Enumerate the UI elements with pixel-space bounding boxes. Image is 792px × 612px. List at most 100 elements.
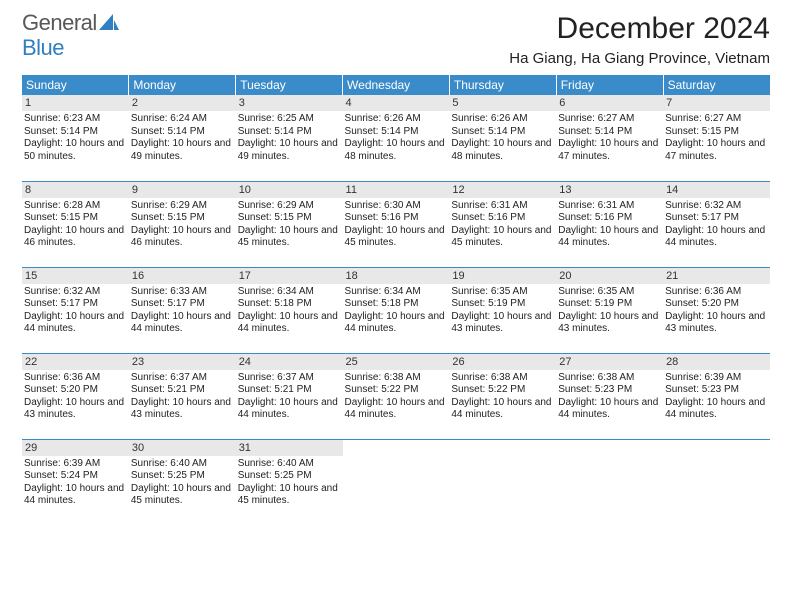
daylight-line: Daylight: 10 hours and 44 minutes.	[238, 311, 341, 336]
daylight-line: Daylight: 10 hours and 45 minutes.	[131, 483, 234, 508]
day-header: Saturday	[663, 75, 770, 95]
sunset-line: Sunset: 5:23 PM	[665, 384, 768, 397]
sunset-line: Sunset: 5:24 PM	[24, 470, 127, 483]
calendar-cell: 10Sunrise: 6:29 AMSunset: 5:15 PMDayligh…	[236, 181, 343, 267]
calendar-cell	[449, 439, 556, 525]
day-number: 29	[22, 440, 129, 456]
day-header: Tuesday	[236, 75, 343, 95]
day-details: Sunrise: 6:38 AMSunset: 5:22 PMDaylight:…	[449, 370, 556, 422]
location-text: Ha Giang, Ha Giang Province, Vietnam	[509, 50, 770, 67]
brand-logo: General Blue	[22, 12, 119, 62]
sunrise-line: Sunrise: 6:34 AM	[345, 286, 448, 299]
day-details: Sunrise: 6:40 AMSunset: 5:25 PMDaylight:…	[129, 456, 236, 508]
sunrise-line: Sunrise: 6:32 AM	[24, 286, 127, 299]
daylight-line: Daylight: 10 hours and 45 minutes.	[238, 483, 341, 508]
title-block: December 2024 Ha Giang, Ha Giang Provinc…	[509, 12, 770, 67]
daylight-line: Daylight: 10 hours and 44 minutes.	[131, 311, 234, 336]
sunrise-line: Sunrise: 6:40 AM	[238, 458, 341, 471]
day-number: 28	[663, 354, 770, 370]
sunset-line: Sunset: 5:14 PM	[558, 126, 661, 139]
sunrise-line: Sunrise: 6:38 AM	[558, 372, 661, 385]
day-header: Wednesday	[343, 75, 450, 95]
day-number: 30	[129, 440, 236, 456]
day-number: 16	[129, 268, 236, 284]
day-number: 7	[663, 95, 770, 111]
day-number: 4	[343, 95, 450, 111]
sunrise-line: Sunrise: 6:25 AM	[238, 113, 341, 126]
calendar-cell: 28Sunrise: 6:39 AMSunset: 5:23 PMDayligh…	[663, 353, 770, 439]
logo-word-1: General	[22, 10, 97, 35]
day-details: Sunrise: 6:29 AMSunset: 5:15 PMDaylight:…	[129, 198, 236, 250]
daylight-line: Daylight: 10 hours and 44 minutes.	[345, 311, 448, 336]
day-details: Sunrise: 6:26 AMSunset: 5:14 PMDaylight:…	[343, 111, 450, 163]
day-details: Sunrise: 6:32 AMSunset: 5:17 PMDaylight:…	[22, 284, 129, 336]
day-number: 5	[449, 95, 556, 111]
sunset-line: Sunset: 5:25 PM	[238, 470, 341, 483]
daylight-line: Daylight: 10 hours and 43 minutes.	[131, 397, 234, 422]
calendar-cell: 29 Sunrise: 6:39 AMSunset: 5:24 PMDayligh…	[22, 439, 129, 525]
calendar-cell: 22Sunrise: 6:36 AMSunset: 5:20 PMDayligh…	[22, 353, 129, 439]
sunset-line: Sunset: 5:19 PM	[558, 298, 661, 311]
logo-sail-icon	[99, 17, 119, 34]
daylight-line: Daylight: 10 hours and 45 minutes.	[345, 225, 448, 250]
day-header: Monday	[129, 75, 236, 95]
day-number: 19	[449, 268, 556, 284]
calendar-cell: 2Sunrise: 6:24 AMSunset: 5:14 PMDaylight…	[129, 95, 236, 181]
calendar-cell: 8Sunrise: 6:28 AMSunset: 5:15 PMDaylight…	[22, 181, 129, 267]
calendar-cell: 17Sunrise: 6:34 AMSunset: 5:18 PMDayligh…	[236, 267, 343, 353]
sunset-line: Sunset: 5:22 PM	[345, 384, 448, 397]
calendar-cell: 23Sunrise: 6:37 AMSunset: 5:21 PMDayligh…	[129, 353, 236, 439]
calendar-cell: 24Sunrise: 6:37 AMSunset: 5:21 PMDayligh…	[236, 353, 343, 439]
sunrise-line: Sunrise: 6:36 AM	[24, 372, 127, 385]
calendar-cell: 15Sunrise: 6:32 AMSunset: 5:17 PMDayligh…	[22, 267, 129, 353]
sunset-line: Sunset: 5:21 PM	[131, 384, 234, 397]
sunset-line: Sunset: 5:25 PM	[131, 470, 234, 483]
sunrise-line: Sunrise: 6:39 AM	[24, 458, 127, 471]
daylight-line: Daylight: 10 hours and 44 minutes.	[665, 397, 768, 422]
calendar-cell: 19Sunrise: 6:35 AMSunset: 5:19 PMDayligh…	[449, 267, 556, 353]
sunrise-line: Sunrise: 6:38 AM	[345, 372, 448, 385]
logo-word-2: Blue	[22, 35, 64, 60]
calendar-cell: 21Sunrise: 6:36 AMSunset: 5:20 PMDayligh…	[663, 267, 770, 353]
sunset-line: Sunset: 5:19 PM	[451, 298, 554, 311]
day-details: Sunrise: 6:31 AMSunset: 5:16 PMDaylight:…	[449, 198, 556, 250]
day-header: Sunday	[22, 75, 129, 95]
sunset-line: Sunset: 5:15 PM	[131, 212, 234, 225]
calendar-cell: 4Sunrise: 6:26 AMSunset: 5:14 PMDaylight…	[343, 95, 450, 181]
day-details: Sunrise: 6:40 AMSunset: 5:25 PMDaylight:…	[236, 456, 343, 508]
day-details: Sunrise: 6:30 AMSunset: 5:16 PMDaylight:…	[343, 198, 450, 250]
day-number: 25	[343, 354, 450, 370]
sunrise-line: Sunrise: 6:37 AM	[131, 372, 234, 385]
daylight-line: Daylight: 10 hours and 44 minutes.	[345, 397, 448, 422]
daylight-line: Daylight: 10 hours and 44 minutes.	[24, 311, 127, 336]
daylight-line: Daylight: 10 hours and 47 minutes.	[665, 138, 768, 163]
day-details: Sunrise: 6:24 AMSunset: 5:14 PMDaylight:…	[129, 111, 236, 163]
day-details: Sunrise: 6:27 AMSunset: 5:14 PMDaylight:…	[556, 111, 663, 163]
sunset-line: Sunset: 5:14 PM	[238, 126, 341, 139]
daylight-line: Daylight: 10 hours and 44 minutes.	[24, 483, 127, 508]
sunset-line: Sunset: 5:17 PM	[24, 298, 127, 311]
daylight-line: Daylight: 10 hours and 50 minutes.	[24, 138, 127, 163]
day-details: Sunrise: 6:33 AMSunset: 5:17 PMDaylight:…	[129, 284, 236, 336]
daylight-line: Daylight: 10 hours and 44 minutes.	[451, 397, 554, 422]
calendar-cell: 31Sunrise: 6:40 AMSunset: 5:25 PMDayligh…	[236, 439, 343, 525]
daylight-line: Daylight: 10 hours and 44 minutes.	[558, 397, 661, 422]
calendar-page: General Blue December 2024 Ha Giang, Ha …	[0, 0, 792, 525]
sunset-line: Sunset: 5:23 PM	[558, 384, 661, 397]
calendar-cell: 26Sunrise: 6:38 AMSunset: 5:22 PMDayligh…	[449, 353, 556, 439]
day-details: Sunrise: 6:35 AMSunset: 5:19 PMDaylight:…	[556, 284, 663, 336]
sunrise-line: Sunrise: 6:28 AM	[24, 200, 127, 213]
calendar-cell	[556, 439, 663, 525]
day-number: 15	[22, 268, 129, 284]
daylight-line: Daylight: 10 hours and 48 minutes.	[451, 138, 554, 163]
daylight-line: Daylight: 10 hours and 43 minutes.	[451, 311, 554, 336]
day-details: Sunrise: 6:37 AMSunset: 5:21 PMDaylight:…	[236, 370, 343, 422]
day-number: 12	[449, 182, 556, 198]
day-details: Sunrise: 6:31 AMSunset: 5:16 PMDaylight:…	[556, 198, 663, 250]
sunrise-line: Sunrise: 6:26 AM	[451, 113, 554, 126]
daylight-line: Daylight: 10 hours and 43 minutes.	[665, 311, 768, 336]
sunset-line: Sunset: 5:20 PM	[24, 384, 127, 397]
sunset-line: Sunset: 5:22 PM	[451, 384, 554, 397]
sunset-line: Sunset: 5:16 PM	[451, 212, 554, 225]
day-number: 13	[556, 182, 663, 198]
